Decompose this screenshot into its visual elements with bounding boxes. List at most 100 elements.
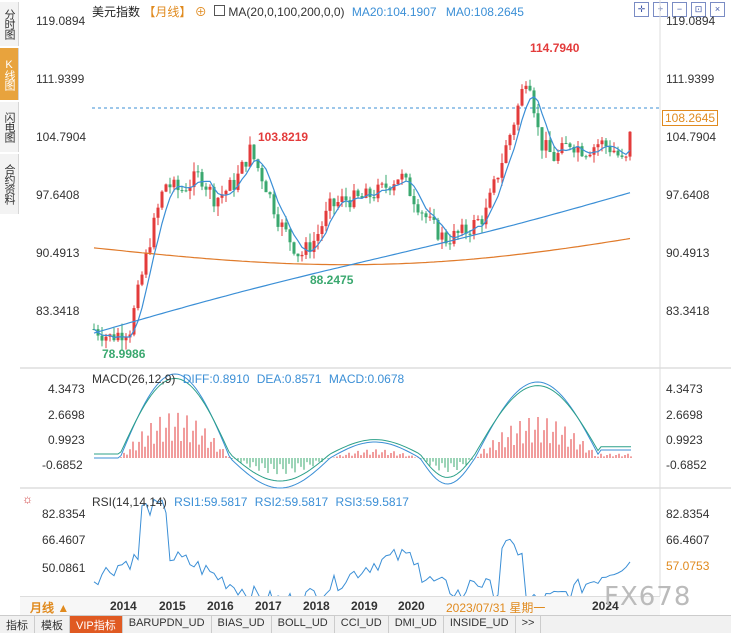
candle — [480, 219, 484, 225]
rsi-settings-icon[interactable]: ☼ — [22, 492, 33, 506]
y-tick-right: 104.7904 — [666, 130, 717, 144]
candle — [592, 147, 596, 155]
candle — [544, 140, 548, 151]
candle — [284, 222, 288, 230]
candle — [532, 90, 536, 114]
candle — [348, 200, 352, 208]
rsi2-value: RSI2:59.5817 — [254, 495, 329, 509]
candle — [304, 242, 308, 255]
candle — [460, 224, 464, 233]
tab-inside[interactable]: INSIDE_UD — [444, 616, 516, 633]
candle — [356, 190, 360, 197]
candle — [360, 196, 364, 198]
candle — [188, 187, 192, 191]
sidebar-tab-timeshare[interactable]: 分时图 — [0, 2, 19, 46]
candle — [596, 144, 600, 148]
y-tick-left: 97.6408 — [36, 188, 80, 202]
macd-label: MACD(26,12,9) — [92, 372, 176, 386]
sidebar-tab-kline[interactable]: K线图 — [0, 48, 19, 100]
tab-vip-indicator[interactable]: VIP指标 — [70, 616, 123, 633]
candle — [528, 85, 532, 91]
candle — [272, 194, 276, 215]
candle — [492, 179, 496, 193]
candle — [236, 173, 240, 190]
candle — [496, 177, 500, 180]
candle — [140, 274, 144, 285]
settings-icon[interactable]: ⊕ — [194, 5, 207, 19]
candle — [208, 186, 212, 190]
diff-value: DIFF:0.8910 — [182, 372, 250, 386]
candle — [264, 181, 268, 193]
candle — [240, 161, 244, 174]
candle — [296, 253, 300, 257]
candle — [616, 150, 620, 156]
macd-value: MACD:0.0678 — [328, 372, 405, 386]
tab-barupdn[interactable]: BARUPDN_UD — [123, 616, 212, 633]
candle — [176, 179, 180, 191]
candle — [456, 230, 460, 233]
y-tick-right: 111.9399 — [666, 72, 715, 86]
candle — [484, 207, 488, 225]
candle — [408, 177, 412, 197]
ma200-line — [93, 237, 631, 266]
candle — [292, 242, 296, 254]
candle — [184, 190, 188, 192]
sidebar-tab-contract-info[interactable]: 合约资料 — [0, 154, 19, 214]
ma-legend: MA(20,0,100,200,0,0) — [228, 5, 345, 19]
candle — [372, 197, 376, 199]
candle — [424, 213, 428, 218]
candle — [148, 247, 152, 253]
candle — [468, 233, 472, 235]
ma0-value: MA0:108.2645 — [445, 5, 524, 19]
candle — [336, 202, 340, 207]
candle — [608, 146, 612, 153]
indicator-tabs: 指标 模板 VIP指标 BARUPDN_UD BIAS_UD BOLL_UD C… — [0, 615, 731, 633]
candle — [420, 212, 424, 214]
cursor-date-label: 2023/07/31 星期一 — [446, 601, 546, 615]
tab-boll[interactable]: BOLL_UD — [272, 616, 335, 633]
candle — [396, 179, 400, 185]
candle — [436, 219, 440, 240]
candle — [572, 146, 576, 153]
candle — [332, 198, 336, 207]
candle — [464, 224, 468, 234]
x-tick-year: 2018 — [303, 599, 330, 613]
tab-dmi[interactable]: DMI_UD — [389, 616, 444, 633]
diff-line — [94, 373, 631, 489]
zoom-out-icon[interactable]: − — [672, 2, 687, 17]
sidebar-tab-flash[interactable]: 闪电图 — [0, 102, 19, 152]
rsi-label: RSI(14,14,14) — [92, 495, 167, 509]
tab-indicator[interactable]: 指标 — [0, 616, 35, 633]
rsi-tick-right: 66.4607 — [666, 533, 710, 547]
candle — [472, 220, 476, 235]
mid-high-annotation: 103.8219 — [258, 130, 309, 144]
candle — [152, 217, 156, 248]
tab-template[interactable]: 模板 — [35, 616, 70, 633]
fullscreen-icon[interactable]: ⊡ — [691, 2, 706, 17]
macd-legend: MACD(26,12,9) DIFF:0.8910 DEA:0.8571 MAC… — [92, 372, 404, 386]
candle — [564, 143, 568, 145]
candle — [232, 179, 236, 190]
tab-bias[interactable]: BIAS_UD — [212, 616, 272, 633]
candle — [252, 144, 256, 160]
rsi-tick-left: 66.4607 — [42, 533, 86, 547]
candle — [320, 226, 324, 235]
y-tick-left: 90.4913 — [36, 246, 80, 260]
candle — [448, 243, 452, 245]
close-icon[interactable]: × — [710, 2, 725, 17]
y-tick-right: 97.6408 — [666, 188, 710, 202]
tab-cci[interactable]: CCI_UD — [335, 616, 389, 633]
period-label[interactable]: 【月线】 — [143, 5, 192, 19]
candle — [412, 196, 416, 205]
candle — [380, 183, 384, 185]
candle — [344, 196, 348, 201]
period-button[interactable]: 月线 ▲ — [30, 601, 70, 615]
candle — [624, 156, 628, 158]
ma-toggle-icon[interactable] — [214, 5, 226, 16]
x-tick-year: 2016 — [207, 599, 234, 613]
candle — [160, 191, 164, 208]
y-tick-right: 90.4913 — [666, 246, 710, 260]
crosshair-icon[interactable]: ✛ — [634, 2, 649, 17]
tab-more[interactable]: >> — [516, 616, 542, 633]
x-tick-year: 2020 — [398, 599, 425, 613]
